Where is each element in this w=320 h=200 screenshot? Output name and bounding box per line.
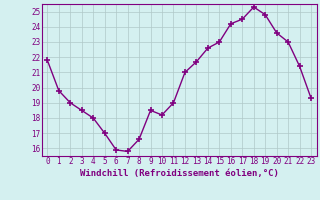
X-axis label: Windchill (Refroidissement éolien,°C): Windchill (Refroidissement éolien,°C) bbox=[80, 169, 279, 178]
